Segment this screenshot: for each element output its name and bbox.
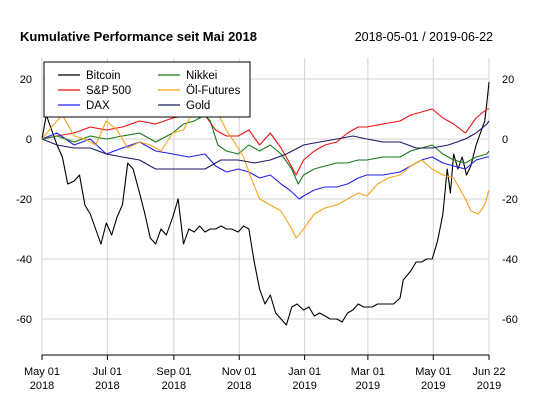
series-line-bitcoin: [41, 81, 490, 326]
legend-label-l-futures: Öl-Futures: [186, 85, 241, 97]
legend: Bitcoin S&P 500 DAX Nikkei Öl-Futures Gold: [43, 61, 251, 118]
x-tick-label: Jul 01: [93, 366, 122, 378]
x-tick-year-label: 2019: [356, 380, 380, 392]
y-tick-label-right: -60: [502, 314, 518, 326]
series-lines: [41, 81, 490, 326]
x-tick-year-label: 2018: [227, 380, 251, 392]
y-tick-label-right: -20: [502, 194, 518, 206]
x-tick-label: Mar 01: [351, 366, 385, 378]
x-tick-year-label: 2018: [30, 380, 54, 392]
x-tick-label: Nov 01: [222, 366, 257, 378]
axes: 20 20 0 0 -20 -20 -40 -40 -60 -60 May 01 2018 Jul 01…: [16, 74, 518, 392]
chart-date-range: 2018-05-01 / 2019-06-22: [355, 30, 493, 44]
series-line-l-futures: [41, 93, 490, 239]
series-line-gold: [41, 120, 490, 170]
y-tick-label-left: -20: [16, 194, 32, 206]
y-tick-label-right: 20: [502, 74, 514, 86]
legend-label-nikkei: Nikkei: [186, 70, 217, 82]
y-tick-label-left: 0: [26, 134, 32, 146]
chart-title: Kumulative Performance seit Mai 2018: [20, 29, 257, 44]
legend-label-gold: Gold: [186, 100, 210, 112]
x-tick-label: May 01: [415, 366, 451, 378]
x-tick-year-label: 2019: [421, 380, 445, 392]
legend-label-dax: DAX: [86, 100, 110, 112]
x-tick-year-label: 2019: [292, 380, 316, 392]
y-tick-label-right: 0: [502, 134, 508, 146]
x-tick-label: Jan 01: [288, 366, 321, 378]
x-tick-label: Sep 01: [156, 366, 191, 378]
y-tick-label-left: -40: [16, 254, 32, 266]
x-tick-year-label: 2018: [162, 380, 186, 392]
series-line-dax: [41, 132, 489, 200]
legend-label-bitcoin: Bitcoin: [86, 70, 121, 82]
x-tick-label: Jun 22: [472, 366, 505, 378]
x-tick-year-label: 2018: [95, 380, 119, 392]
y-tick-label-right: -40: [502, 254, 518, 266]
legend-label-s-p-500: S&P 500: [86, 85, 131, 97]
grid-lines: [41, 58, 490, 355]
series-line-s-p-500: [41, 108, 489, 176]
x-tick-label: May 01: [24, 366, 60, 378]
y-tick-label-left: -60: [16, 314, 32, 326]
series-line-nikkei: [41, 114, 490, 185]
y-tick-label-left: 20: [20, 74, 32, 86]
x-tick-year-label: 2019: [477, 380, 501, 392]
